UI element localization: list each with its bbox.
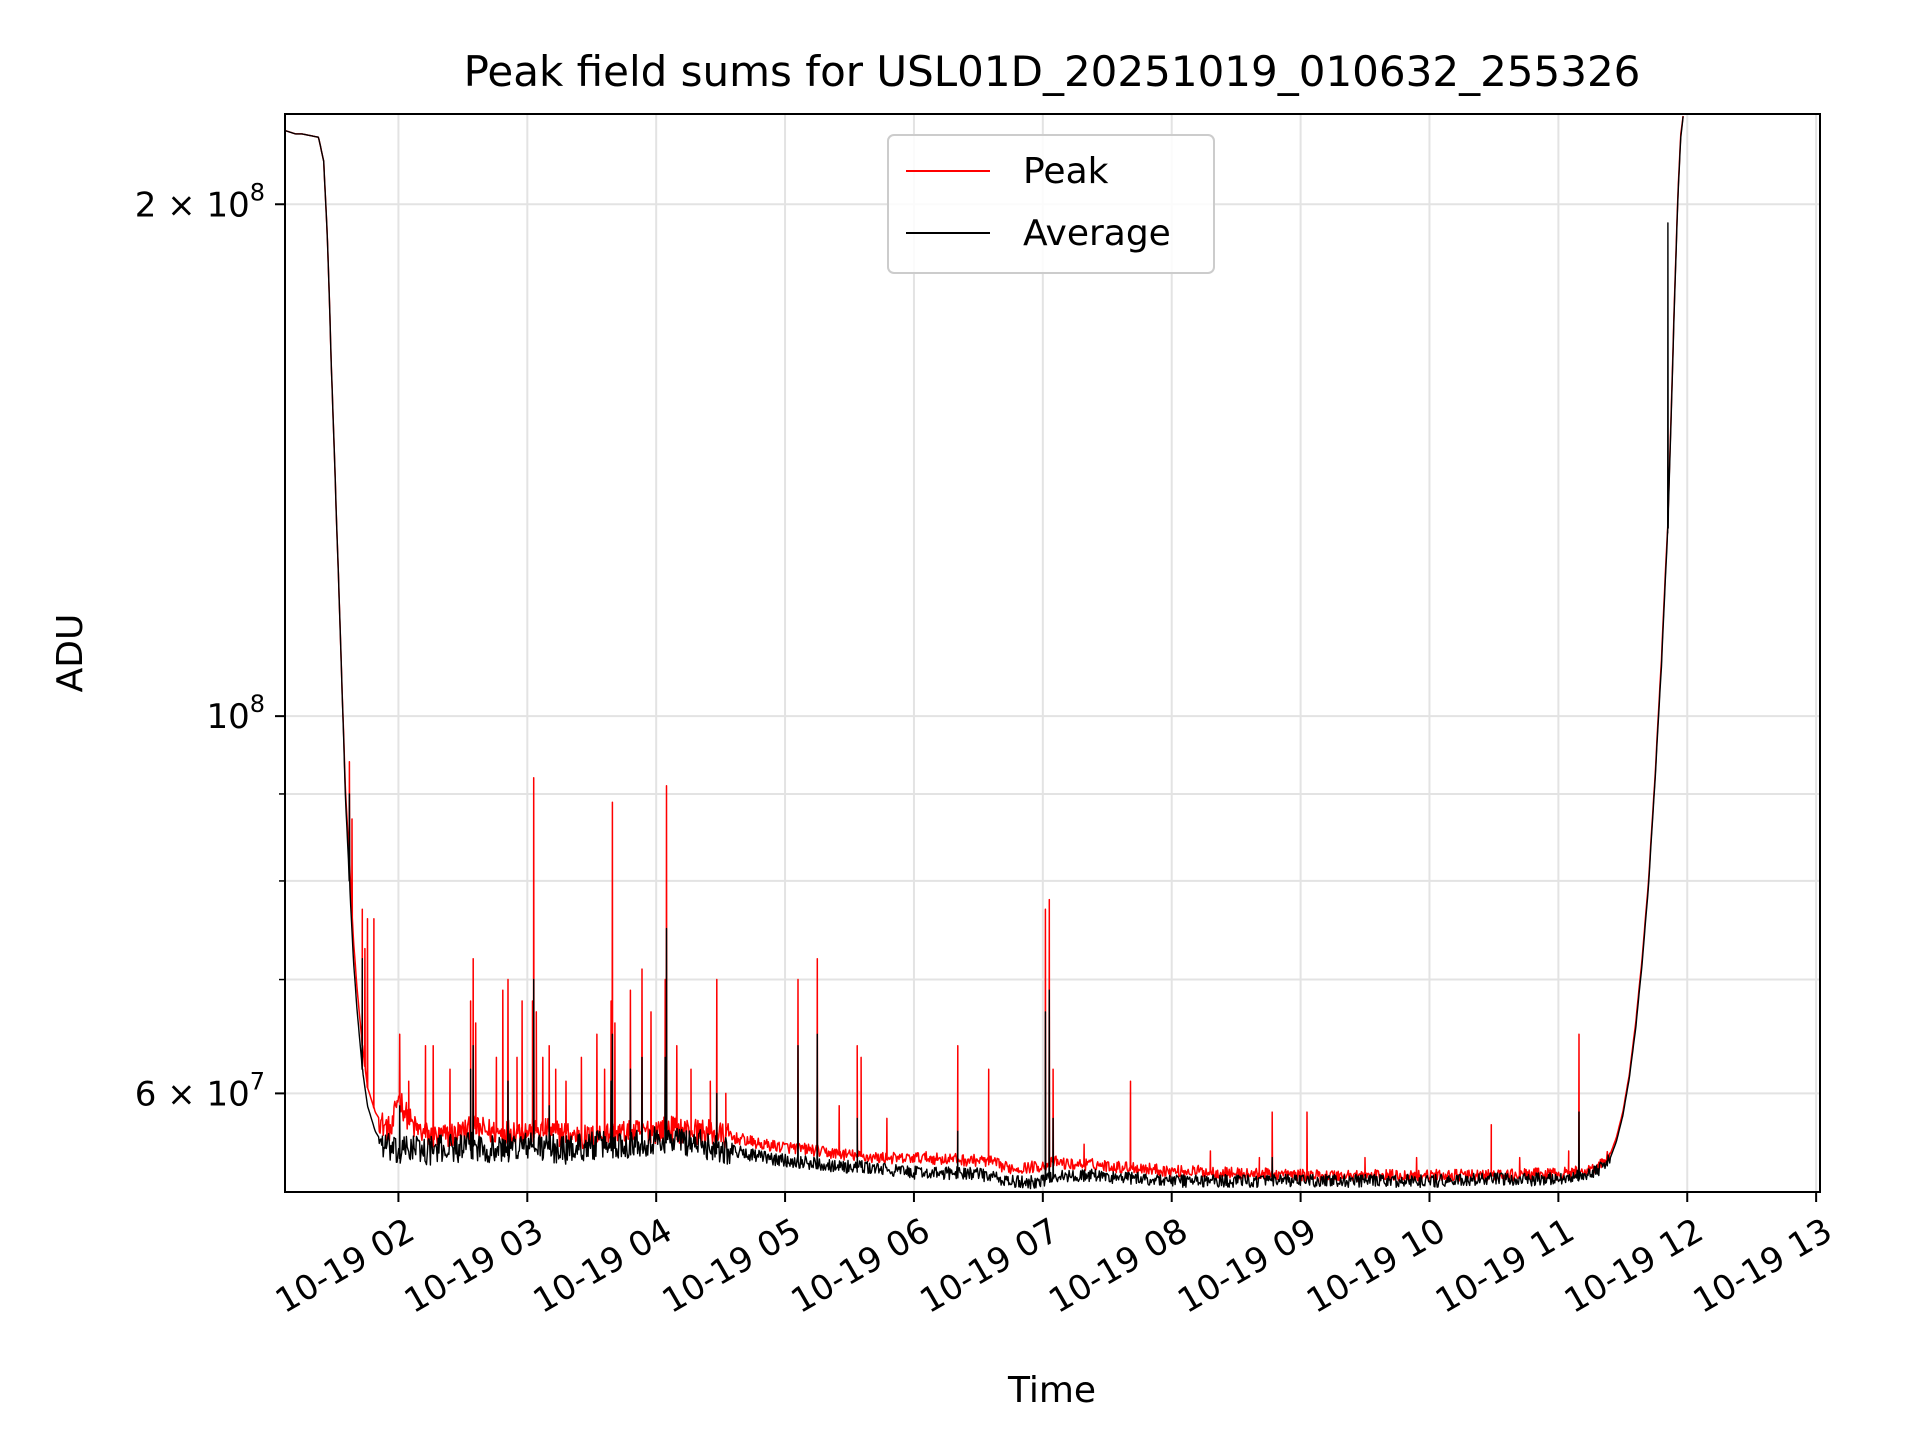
y-axis-label: ADU xyxy=(50,614,91,693)
y-tick-label-2: 2 × 108 xyxy=(135,178,265,225)
legend: Peak Average xyxy=(887,134,1215,274)
legend-label-average: Average xyxy=(1023,213,1171,254)
legend-label-peak: Peak xyxy=(1023,151,1109,192)
legend-box xyxy=(887,134,1215,274)
series-layer xyxy=(285,115,1684,1190)
y-tick-label-0: 6 × 107 xyxy=(135,1067,265,1114)
y-tick-label-1: 108 xyxy=(206,690,265,737)
series-line-average xyxy=(285,116,1684,1190)
chart-title: Peak field sums for USL01D_20251019_0106… xyxy=(464,47,1641,96)
x-axis-label: Time xyxy=(1007,1370,1096,1411)
plot-frame xyxy=(284,113,1821,1193)
